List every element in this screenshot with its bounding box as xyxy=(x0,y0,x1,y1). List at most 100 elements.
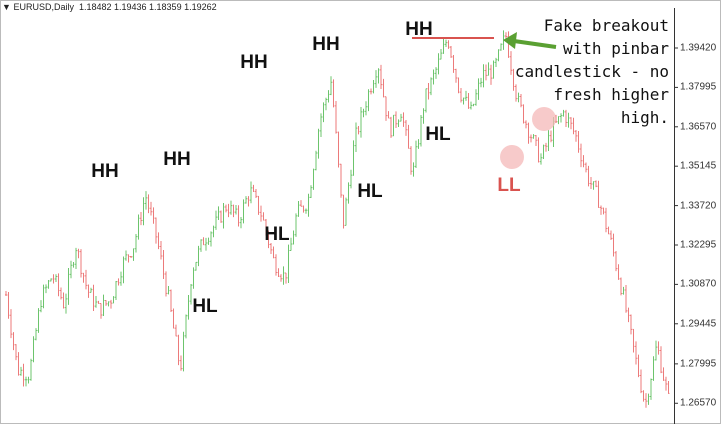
ohlc-bar xyxy=(457,77,460,94)
ohlc-bar xyxy=(427,82,430,100)
ohlc-bar xyxy=(125,250,127,261)
ohlc-bar xyxy=(627,307,630,323)
ohlc-bar xyxy=(160,241,162,260)
y-tick-label: 1.32295 xyxy=(680,239,717,251)
ohlc-bar xyxy=(190,284,192,305)
ohlc-bar xyxy=(625,284,627,313)
ohlc-bar xyxy=(347,182,350,204)
ohlc-bar xyxy=(310,185,312,198)
ohlc-bar xyxy=(270,243,272,254)
ohlc-bar xyxy=(212,225,215,238)
price-axis-ticks xyxy=(674,47,678,404)
arrow-icon xyxy=(503,32,557,49)
ohlc-bar xyxy=(620,277,622,296)
ohlc-bar xyxy=(170,289,172,313)
ohlc-bar xyxy=(335,101,337,134)
ohlc-bar xyxy=(430,77,432,96)
ohlc-bar xyxy=(667,381,670,394)
ohlc-bar xyxy=(640,369,642,394)
ohlc-bar xyxy=(135,234,137,253)
ohlc-bar xyxy=(390,116,392,138)
ohlc-bar xyxy=(400,113,402,122)
ohlc-bar xyxy=(352,140,355,176)
ohlc-bar xyxy=(525,120,527,129)
ohlc-bar xyxy=(265,218,267,236)
ohlc-bar xyxy=(537,137,540,163)
ohlc-bar xyxy=(567,112,570,128)
ohlc-bar xyxy=(145,191,147,210)
triangle-down-icon[interactable]: ▼ xyxy=(2,2,11,12)
ohlc-bar xyxy=(340,163,342,198)
y-tick-label: 1.33720 xyxy=(680,200,717,212)
y-tick-label: 1.37995 xyxy=(680,81,717,93)
ohlc-bar xyxy=(307,193,310,217)
ohlc-bar xyxy=(565,109,567,127)
ohlc-bar xyxy=(460,87,462,103)
ohlc-bar xyxy=(60,287,62,300)
ohlc-bar xyxy=(572,117,575,135)
swing-label-hh: HH xyxy=(312,34,340,55)
ohlc-bar xyxy=(162,249,165,279)
ohlc-bar xyxy=(512,68,515,91)
ohlc-bar xyxy=(70,260,72,279)
ohlc-bar xyxy=(455,68,457,83)
ohlc-bar xyxy=(117,278,120,286)
ohlc-bar xyxy=(85,269,87,290)
ohlc-bar xyxy=(42,284,45,309)
swing-label-hh: HH xyxy=(91,161,119,182)
note-line: fresh higher xyxy=(553,85,669,104)
ohlc-bar xyxy=(217,206,220,221)
ohlc-bar xyxy=(272,246,275,259)
ohlc-bar xyxy=(642,390,645,402)
ohlc-bar xyxy=(550,130,552,143)
ohlc-bar xyxy=(475,89,477,106)
ohlc-bar xyxy=(607,226,610,235)
ohlc-bar xyxy=(387,111,390,119)
ohlc-bar xyxy=(90,287,92,293)
ohlc-bar xyxy=(330,76,332,96)
swing-label-hh: HH xyxy=(163,149,191,170)
ohlc-bar xyxy=(562,109,565,117)
ohlc-bar xyxy=(467,93,470,109)
ohlc-bar xyxy=(150,201,152,216)
note-line: candlestick - no xyxy=(514,62,669,81)
ohlc-bar xyxy=(155,217,157,244)
ohlc-bar xyxy=(322,102,325,123)
ohlc-bar xyxy=(10,309,12,339)
ohlc-bar xyxy=(110,299,112,309)
lower-high-highlight xyxy=(532,107,556,131)
ohlc-bar xyxy=(595,180,597,188)
ohlc-bar xyxy=(17,352,20,376)
ohlc-bar xyxy=(50,278,52,282)
ohlc-bar xyxy=(370,88,372,95)
ohlc-bar xyxy=(517,92,520,103)
ohlc-bar xyxy=(27,376,30,384)
swing-label-hl: HL xyxy=(264,224,290,245)
swing-label-ll: LL xyxy=(497,175,521,196)
ohlc-bar xyxy=(492,60,495,79)
ohlc-bar xyxy=(220,210,222,223)
ohlc-bars xyxy=(5,30,670,408)
y-tick-label: 1.30870 xyxy=(680,278,717,290)
ohlc-bar xyxy=(490,64,492,85)
symbol-label: EURUSD,Daily xyxy=(13,2,74,12)
ohlc-bar xyxy=(507,31,510,58)
note-line: high. xyxy=(620,108,669,127)
y-tick-label: 1.36570 xyxy=(680,121,717,133)
ohlc-bar xyxy=(450,45,452,58)
ohlc-bar xyxy=(395,111,397,128)
y-tick-label: 1.29445 xyxy=(680,318,717,330)
ohlc-bar xyxy=(342,194,345,229)
ohlc-bar xyxy=(312,168,315,190)
ohlc-bar xyxy=(137,214,140,240)
ohlc-bar xyxy=(225,204,227,213)
ohlc-bar xyxy=(647,393,650,405)
ohlc-bar xyxy=(275,254,277,276)
ohlc-bar xyxy=(535,134,537,147)
ohlc-bar xyxy=(327,90,330,103)
ohlc-bar xyxy=(617,264,620,280)
ohlc-bar xyxy=(25,376,27,387)
ohlc-bar xyxy=(320,113,322,138)
ohlc-bar xyxy=(510,51,512,75)
